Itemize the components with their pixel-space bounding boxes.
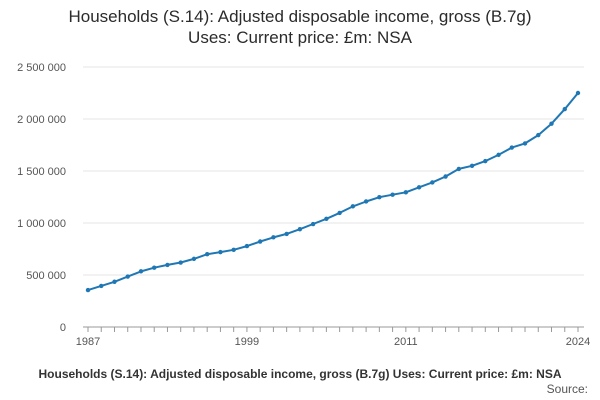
data-point[interactable] xyxy=(112,279,117,284)
data-point[interactable] xyxy=(231,247,236,253)
data-point[interactable] xyxy=(443,174,448,179)
chart-title-line-1: Households (S.14): Adjusted disposable i… xyxy=(68,7,532,26)
data-point[interactable] xyxy=(509,145,514,150)
data-point[interactable] xyxy=(496,152,501,158)
x-tick-label: 1999 xyxy=(235,336,259,348)
data-point[interactable] xyxy=(469,163,475,168)
data-point[interactable] xyxy=(244,243,250,249)
footer-source: Source: xyxy=(546,382,588,396)
x-tick-label: 2011 xyxy=(394,336,418,348)
data-point[interactable] xyxy=(99,283,104,289)
data-point[interactable] xyxy=(284,231,289,237)
data-point[interactable] xyxy=(350,204,356,209)
data-point[interactable] xyxy=(562,106,567,112)
y-tick-label: 0 xyxy=(60,322,66,334)
data-point[interactable] xyxy=(430,180,435,185)
data-point[interactable] xyxy=(85,287,91,293)
data-point[interactable] xyxy=(483,158,488,164)
x-tick-label: 1987 xyxy=(76,336,100,348)
data-point[interactable] xyxy=(271,235,276,240)
y-tick-label: 500 000 xyxy=(26,270,66,282)
data-point[interactable] xyxy=(178,260,183,265)
x-tick-label: 2024 xyxy=(566,336,590,348)
data-point[interactable] xyxy=(138,269,144,274)
series-line xyxy=(87,92,579,292)
data-point[interactable] xyxy=(403,190,409,195)
y-tick-label: 1 500 000 xyxy=(17,166,66,178)
data-point[interactable] xyxy=(152,265,157,270)
data-point[interactable] xyxy=(522,141,528,146)
chart-title: Households (S.14): Adjusted disposable i… xyxy=(0,6,600,48)
data-point[interactable] xyxy=(257,239,263,244)
data-point[interactable] xyxy=(390,192,395,197)
data-point[interactable] xyxy=(310,221,316,227)
data-point[interactable] xyxy=(125,274,130,279)
data-point[interactable] xyxy=(377,195,382,200)
data-point[interactable] xyxy=(456,166,462,172)
data-point[interactable] xyxy=(218,249,223,255)
data-point[interactable] xyxy=(536,132,541,138)
data-point[interactable] xyxy=(165,262,170,268)
y-tick-label: 1 000 000 xyxy=(17,218,66,230)
footer-title: Households (S.14): Adjusted disposable i… xyxy=(38,367,562,381)
data-point[interactable] xyxy=(416,185,422,190)
data-point[interactable] xyxy=(575,90,581,96)
data-point[interactable] xyxy=(204,252,210,257)
data-point[interactable] xyxy=(337,210,342,216)
data-point[interactable] xyxy=(549,121,554,126)
y-tick-label: 2 000 000 xyxy=(17,114,66,126)
data-point[interactable] xyxy=(191,256,197,262)
y-tick-label: 2 500 000 xyxy=(17,62,66,74)
data-point[interactable] xyxy=(297,227,303,232)
data-point[interactable] xyxy=(324,216,329,222)
data-point[interactable] xyxy=(363,199,369,204)
chart-title-line-2: Uses: Current price: £m: NSA xyxy=(188,28,412,47)
